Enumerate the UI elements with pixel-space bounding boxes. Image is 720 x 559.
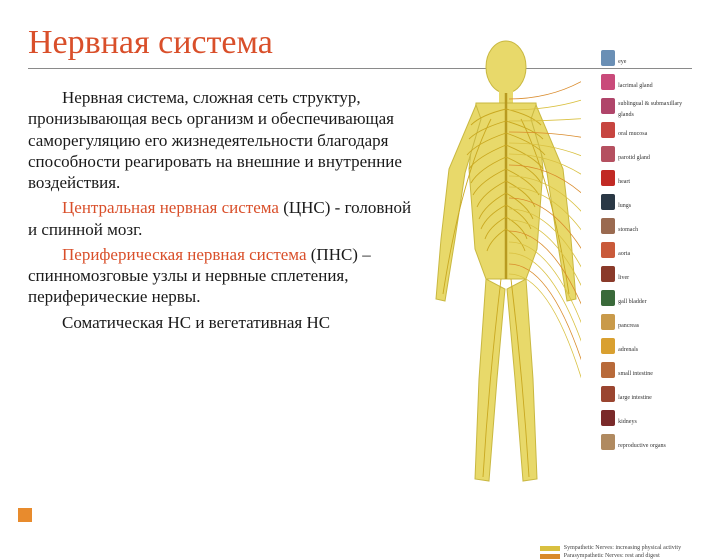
content-row: Нервная система, сложная сеть структур, … <box>28 87 692 516</box>
organ-label: adrenals <box>601 342 691 358</box>
organ-label-text: lungs <box>618 201 631 212</box>
organ-label-text: eye <box>618 57 626 68</box>
organ-label: lungs <box>601 198 691 214</box>
organ-label-list: eye lacrimal gland sublingual & submaxilla… <box>601 54 691 462</box>
organ-label-text: stomach <box>618 225 638 236</box>
organ-icon <box>601 194 615 210</box>
organ-label: reproductive organs <box>601 438 691 454</box>
organ-icon <box>601 218 615 234</box>
paragraph-text: Нервная система, сложная сеть структур, … <box>28 88 402 192</box>
organ-label-text: oral mucosa <box>618 129 647 140</box>
illustration-column: eyelacrimal glandsublingual & submaxilla… <box>421 87 692 516</box>
organ-icon <box>601 338 615 354</box>
organ-icon <box>601 314 615 330</box>
paragraph-text: Соматическая НС и вегетативная НС <box>62 313 330 332</box>
legend-swatch <box>540 554 560 559</box>
legend-label: Parasympathetic Nerves: rest and digest <box>564 553 660 559</box>
legend-item: Parasympathetic Nerves: rest and digest <box>540 553 681 559</box>
organ-label-text: pancreas <box>618 321 639 332</box>
paragraph-cns: Центральная нервная система (ЦНС) - голо… <box>28 197 413 240</box>
organ-label-text: aorta <box>618 249 630 260</box>
organ-icon <box>601 170 615 186</box>
organ-label: heart <box>601 174 691 190</box>
organ-label-text: kidneys <box>618 417 637 428</box>
organ-icon <box>601 410 615 426</box>
organ-icon <box>601 122 615 138</box>
organ-label: kidneys <box>601 414 691 430</box>
organ-icon <box>601 146 615 162</box>
highlight-pns: Периферическая нервная система <box>62 245 307 264</box>
organ-icon <box>601 266 615 282</box>
legend-label: Sympathetic Nerves: increasing physical … <box>564 545 681 551</box>
organ-label: lacrimal gland <box>601 78 691 94</box>
organ-label: stomach <box>601 222 691 238</box>
organ-label-text: heart <box>618 177 630 188</box>
organ-label: oral mucosa <box>601 126 691 142</box>
organ-label-text: gall bladder <box>618 297 647 308</box>
organ-label-text: liver <box>618 273 629 284</box>
organ-icon <box>601 98 615 114</box>
body-svg <box>431 39 581 499</box>
organ-icon <box>601 362 615 378</box>
paragraph-somatic: Соматическая НС и вегетативная НС <box>28 312 413 333</box>
organ-label-text: sublingual & submaxillary glands <box>618 99 691 121</box>
organ-label: parotid gland <box>601 150 691 166</box>
organ-icon <box>601 242 615 258</box>
slide: Нервная система Нервная система, сложная… <box>0 0 720 540</box>
legend-swatch <box>540 546 560 551</box>
organ-label: sublingual & submaxillary glands <box>601 102 691 118</box>
accent-square-icon <box>18 508 32 522</box>
paragraph-intro: Нервная система, сложная сеть структур, … <box>28 87 413 193</box>
organ-icon <box>601 386 615 402</box>
organ-label: gall bladder <box>601 294 691 310</box>
organ-icon <box>601 74 615 90</box>
organ-label-text: parotid gland <box>618 153 650 164</box>
organ-icon <box>601 434 615 450</box>
organ-label: small intestine <box>601 366 691 382</box>
organ-label-text: reproductive organs <box>618 441 666 452</box>
organ-label-text: large intestine <box>618 393 652 404</box>
organ-label: aorta <box>601 246 691 262</box>
paragraph-pns: Периферическая нервная система (ПНС) – с… <box>28 244 413 308</box>
diagram-legend: Sympathetic Nerves: increasing physical … <box>540 543 681 559</box>
organ-icon <box>601 290 615 306</box>
organ-label: large intestine <box>601 390 691 406</box>
organ-icon <box>601 50 615 66</box>
organ-label: eye <box>601 54 691 70</box>
legend-item: Sympathetic Nerves: increasing physical … <box>540 545 681 551</box>
organ-label-text: small intestine <box>618 369 653 380</box>
organ-label: liver <box>601 270 691 286</box>
organ-label-text: lacrimal gland <box>618 81 653 92</box>
anatomy-diagram: eye lacrimal gland sublingual & submaxilla… <box>411 39 691 559</box>
highlight-cns: Центральная нервная система <box>62 198 279 217</box>
organ-label: pancreas <box>601 318 691 334</box>
body-text: Нервная система, сложная сеть структур, … <box>28 87 413 516</box>
organ-label-text: adrenals <box>618 345 638 356</box>
